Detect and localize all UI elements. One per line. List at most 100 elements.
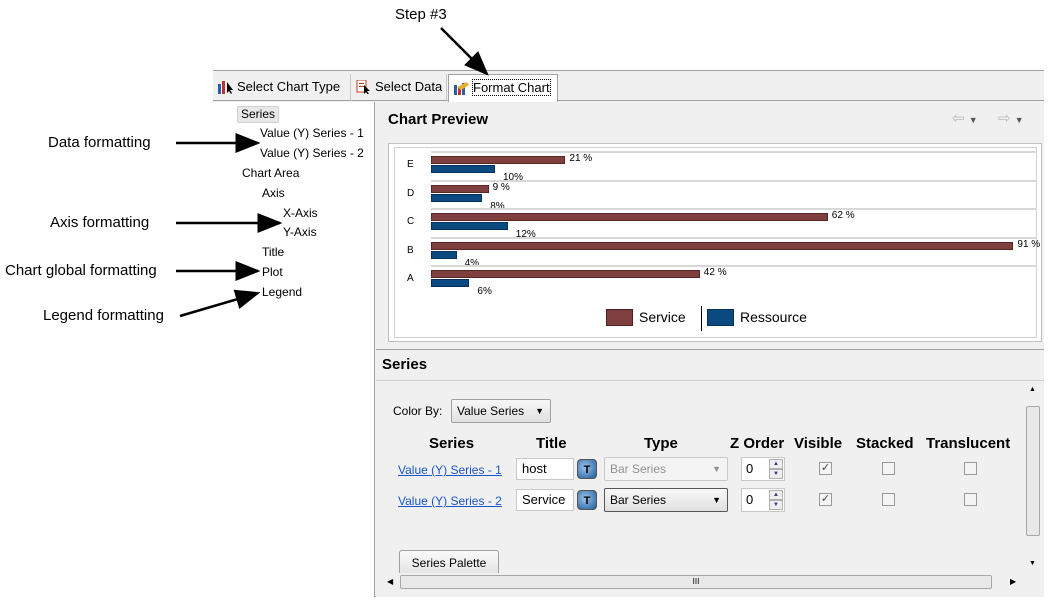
column-series: Series <box>429 435 475 452</box>
color-by-label: Color By: <box>393 404 443 418</box>
scroll-up-icon[interactable]: ▲ <box>1029 386 1036 393</box>
data-label: 12% <box>515 229 536 240</box>
arrow-step <box>440 27 489 76</box>
stacked-checkbox-1[interactable] <box>882 462 895 475</box>
forward-arrow-icon[interactable]: ⇨ ▼ <box>998 110 1024 127</box>
data-label: 42 % <box>703 267 727 278</box>
vertical-scrollbar[interactable]: ▲ ▼ <box>1024 384 1042 572</box>
horizontal-scroll-thumb[interactable]: III <box>400 575 992 589</box>
data-label: 62 % <box>831 210 855 221</box>
visible-checkbox-1[interactable]: ✓ <box>819 462 832 475</box>
tree-item-chart-area[interactable]: Chart Area <box>242 166 300 180</box>
bar-ressource-C <box>431 222 508 230</box>
column-visible: Visible <box>794 435 843 452</box>
annotation-step: Step #3 <box>395 6 447 23</box>
chevron-down-icon: ▼ <box>535 406 544 416</box>
series-type-select-1[interactable]: Bar Series ▼ <box>604 457 728 481</box>
tree-item-plot[interactable]: Plot <box>262 265 283 279</box>
stacked-checkbox-2[interactable] <box>882 493 895 506</box>
tree-item-legend[interactable]: Legend <box>262 285 303 299</box>
legend-divider <box>701 306 702 331</box>
translucent-checkbox-1[interactable] <box>964 462 977 475</box>
data-label: 10% <box>503 172 524 183</box>
back-arrow-icon[interactable]: ⇦ ▼ <box>952 110 978 127</box>
series-type-select-2[interactable]: Bar Series ▼ <box>604 488 728 512</box>
legend-swatch-service <box>606 309 633 326</box>
series-title-input-1[interactable]: host <box>516 458 574 480</box>
chart-wizard: Select Chart Type Select Data Format Cha… <box>213 70 1044 597</box>
z-order-value: 0 <box>746 461 754 476</box>
gridline <box>431 179 1037 182</box>
series-palette-button[interactable]: Series Palette <box>399 550 499 574</box>
tree-item-value-series-2[interactable]: Value (Y) Series - 2 <box>260 146 364 160</box>
series-link-2[interactable]: Value (Y) Series - 2 <box>398 494 502 508</box>
category-label: E <box>407 159 414 170</box>
tab-label: Select Data <box>375 79 443 94</box>
color-by-value: Value Series <box>457 404 525 418</box>
series-type-value: Bar Series <box>610 493 667 507</box>
column-stacked: Stacked <box>856 435 914 452</box>
annotation-legend-formatting: Legend formatting <box>43 307 164 324</box>
tree-item-y-axis[interactable]: Y-Axis <box>283 225 317 239</box>
annotation-axis-formatting: Axis formatting <box>50 214 150 231</box>
visible-checkbox-2[interactable]: ✓ <box>819 493 832 506</box>
scroll-left-icon[interactable]: ◀ <box>387 577 394 586</box>
format-chart-icon <box>454 82 469 95</box>
annotation-data-formatting: Data formatting <box>48 134 151 151</box>
color-by-select[interactable]: Value Series ▼ <box>451 399 551 423</box>
tree-item-value-series-1[interactable]: Value (Y) Series - 1 <box>260 126 364 140</box>
tab-label: Select Chart Type <box>237 79 341 94</box>
data-label: 21 % <box>569 153 593 164</box>
tab-select-data[interactable]: Select Data <box>351 74 447 101</box>
text-format-icon[interactable]: T <box>577 490 597 510</box>
bar-service-B <box>431 241 1014 250</box>
category-label: C <box>407 216 415 227</box>
z-order-stepper-1[interactable]: 0 ▲ ▼ <box>741 457 785 481</box>
data-label: 9 % <box>492 181 510 193</box>
bar-ressource-B <box>431 250 457 259</box>
annotation-chart-global-formatting: Chart global formatting <box>5 262 157 279</box>
column-z-order: Z Order <box>730 435 785 452</box>
tab-select-chart-type[interactable]: Select Chart Type <box>213 74 351 101</box>
format-tree: Series Value (Y) Series - 1 Value (Y) Se… <box>213 102 375 597</box>
tree-item-series[interactable]: Series <box>237 106 280 123</box>
bar-ressource-A <box>431 279 470 287</box>
bar-service-D <box>431 184 489 193</box>
tree-item-title[interactable]: Title <box>262 245 285 259</box>
chart-preview-title: Chart Preview <box>388 111 489 128</box>
category-label: D <box>407 187 415 199</box>
chart-type-icon <box>218 81 233 94</box>
horizontal-scrollbar[interactable]: ◀ III ▶ <box>384 573 1024 591</box>
gridline <box>431 151 1037 153</box>
legend-label-service: Service <box>639 309 686 325</box>
tab-format-chart[interactable]: Format Chart <box>448 74 558 102</box>
chevron-down-icon: ▼ <box>712 464 721 474</box>
text-format-icon[interactable]: T <box>577 459 597 479</box>
legend-label-ressource: Ressource <box>740 309 807 325</box>
series-link-1[interactable]: Value (Y) Series - 1 <box>398 463 502 477</box>
format-panel: Chart Preview ⇦ ▼ ⇨ ▼ E 21 % 10% D 9 % 8% C 62 … <box>376 102 1044 597</box>
series-type-value: Bar Series <box>610 462 667 476</box>
z-order-stepper-2[interactable]: 0 ▲ ▼ <box>741 488 785 512</box>
gridline <box>431 265 1037 267</box>
column-title: Title <box>536 435 567 452</box>
z-order-value: 0 <box>746 492 754 507</box>
data-label: 91 % <box>1017 238 1041 250</box>
category-label: A <box>407 273 414 284</box>
gridline <box>431 236 1037 239</box>
tree-item-axis[interactable]: Axis <box>262 186 285 200</box>
translucent-checkbox-2[interactable] <box>964 493 977 506</box>
tree-item-x-axis[interactable]: X-Axis <box>283 206 318 220</box>
scroll-down-icon[interactable]: ▼ <box>1029 560 1036 567</box>
chart-preview: E 21 % 10% D 9 % 8% C 62 % 12% B 91 % 4% A 42 % 6% Ser… <box>388 143 1042 342</box>
bar-service-E <box>431 156 566 164</box>
series-title-input-2[interactable]: Service <box>516 489 574 511</box>
gridline <box>431 208 1037 210</box>
bar-service-A <box>431 270 700 278</box>
vertical-scroll-thumb[interactable] <box>1026 406 1040 536</box>
series-section-title: Series <box>382 356 428 373</box>
scroll-right-icon[interactable]: ▶ <box>1010 577 1017 586</box>
plot-area: E 21 % 10% D 9 % 8% C 62 % 12% B 91 % 4% A 42 % 6% <box>394 147 1041 338</box>
chevron-down-icon: ▼ <box>712 495 721 505</box>
bar-service-C <box>431 213 828 221</box>
